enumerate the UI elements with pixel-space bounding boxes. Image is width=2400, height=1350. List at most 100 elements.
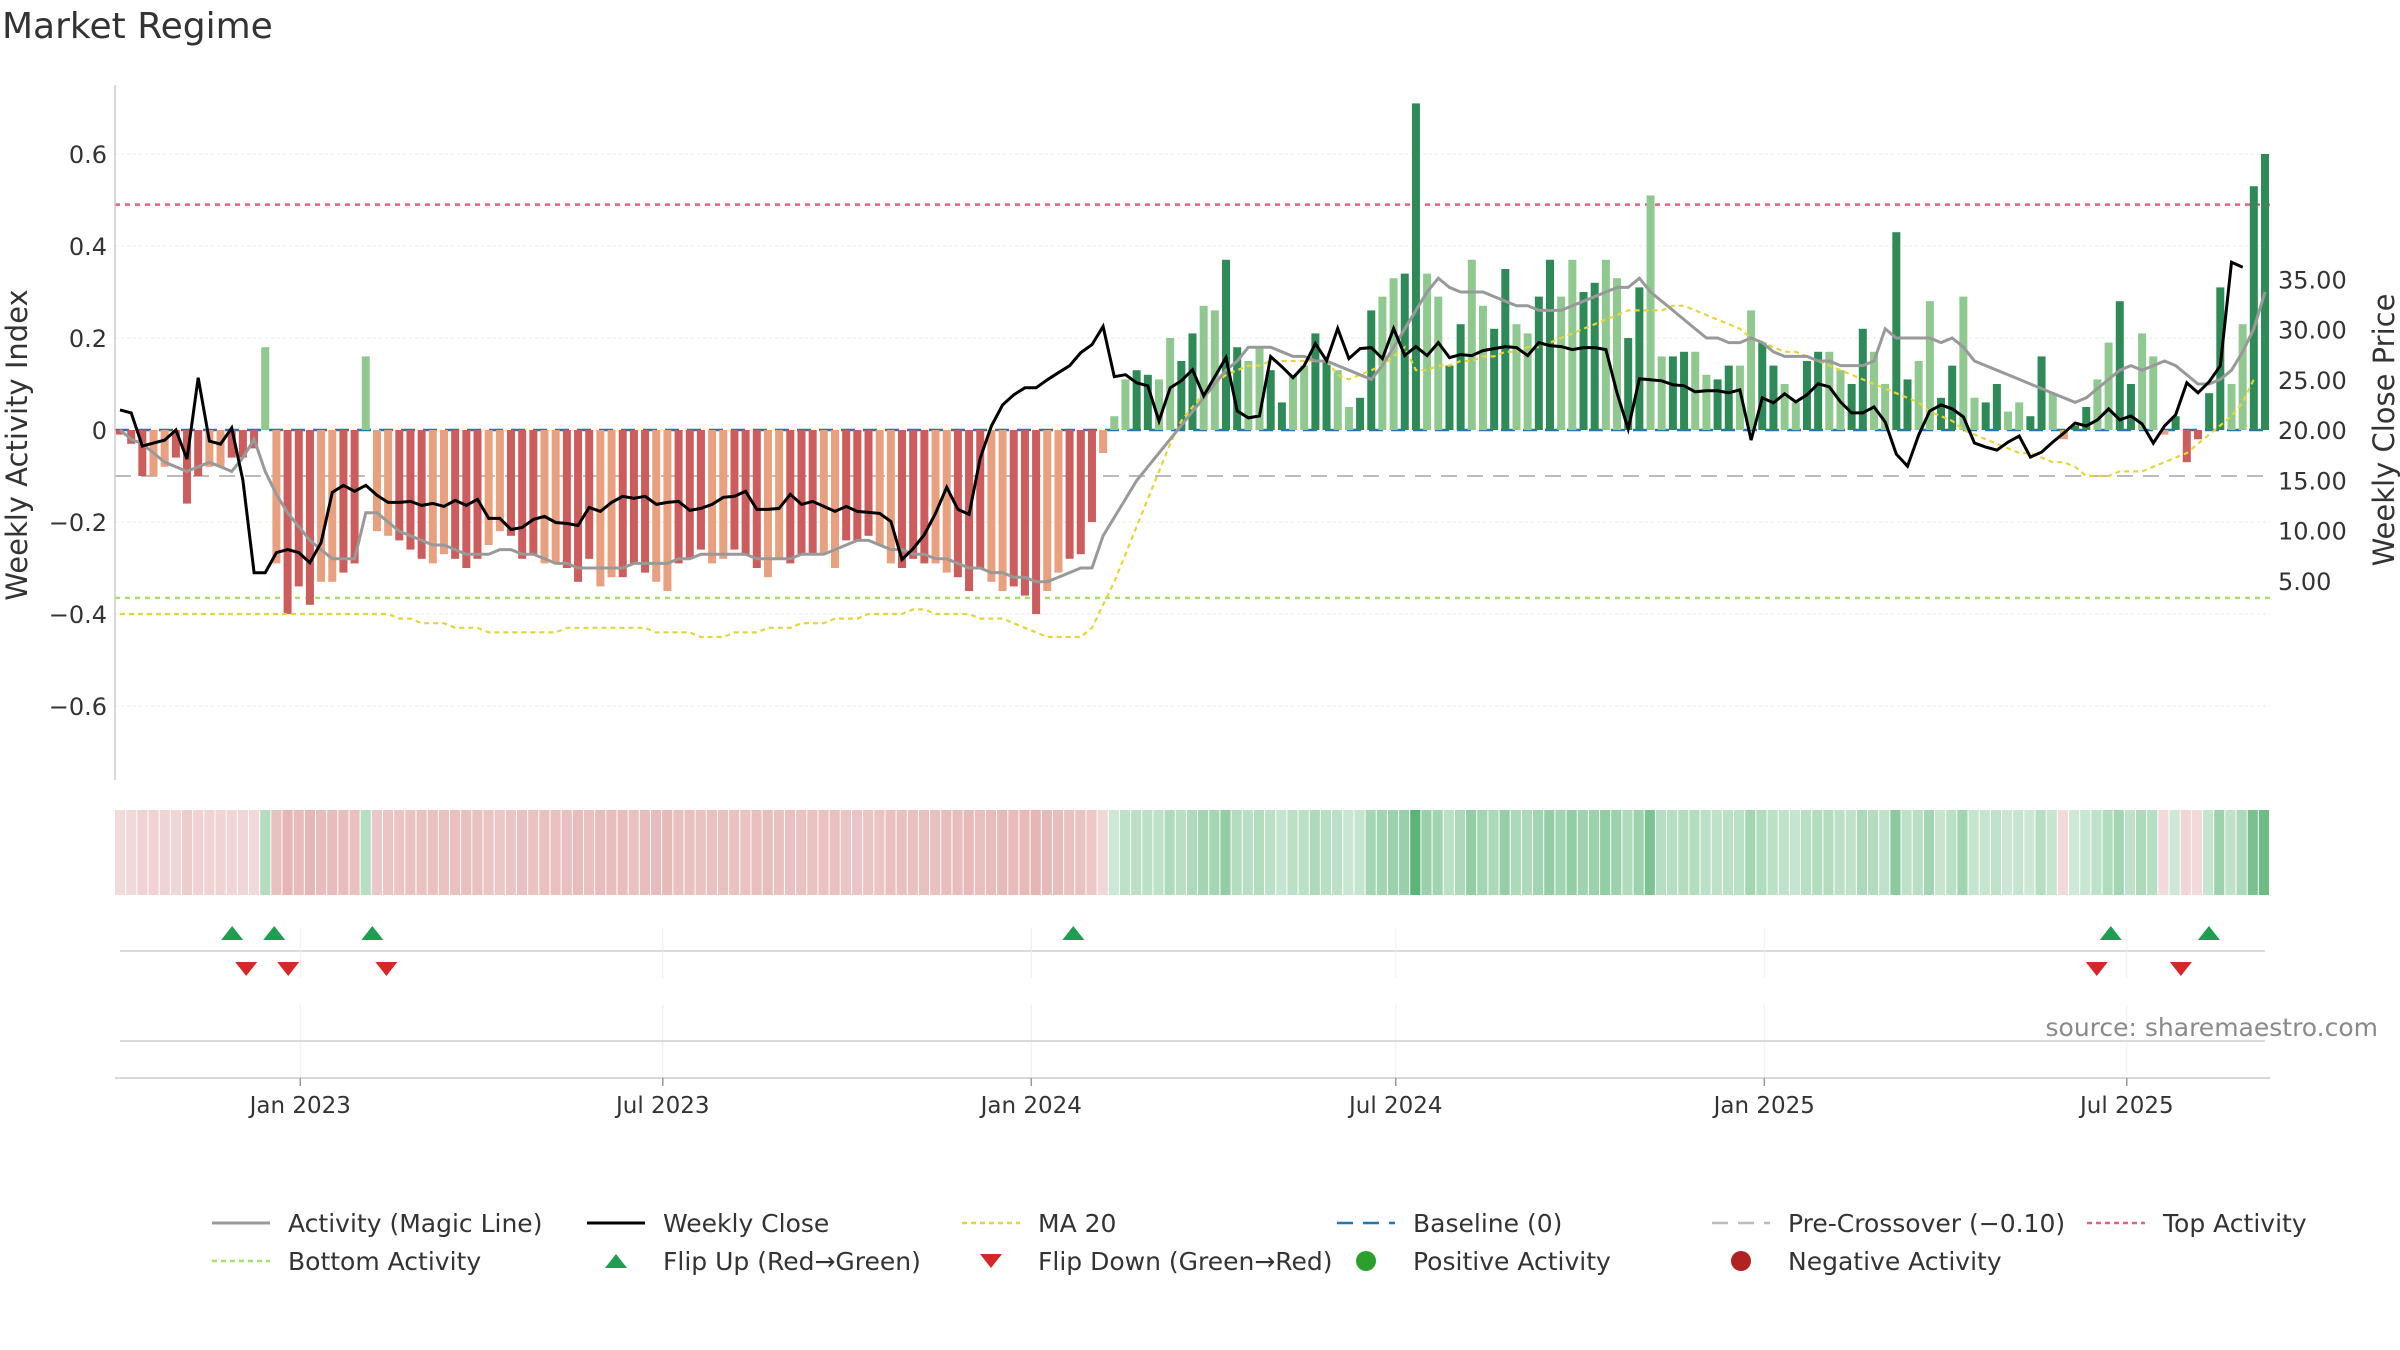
activity-bar (2015, 402, 2024, 430)
regime-cell (2180, 810, 2191, 895)
regime-cell (1577, 810, 1588, 895)
y2-axis-label: Weekly Close Price (2367, 294, 2400, 567)
legend-item: Pre-Crossover (−0.10) (1710, 1205, 2065, 1241)
activity-bar (1892, 232, 1901, 430)
series-lines (119, 259, 2267, 639)
activity-bar (1981, 402, 1990, 430)
activity-bar (618, 430, 627, 578)
regime-cell (1588, 810, 1600, 895)
activity-bar (227, 430, 236, 458)
regime-cell (170, 810, 181, 895)
regime-cell (1466, 810, 1477, 895)
activity-bar (551, 430, 560, 564)
activity-bar (2193, 430, 2202, 440)
flip-down-marker (2085, 962, 2108, 976)
activity-bar (138, 430, 147, 476)
y-tick-label: 0.2 (69, 325, 107, 353)
activity-bar (1825, 351, 1834, 430)
regime-cell (829, 810, 840, 895)
flip-up-marker (1062, 926, 1085, 940)
activity-bar (428, 430, 437, 564)
regime-cell (1767, 810, 1778, 895)
regime-cell (1376, 810, 1387, 895)
legend: Activity (Magic Line) Weekly Close MA 20 Ba… (210, 1205, 2360, 1285)
activity-bar (1277, 402, 1286, 430)
activity-bar (1054, 430, 1063, 573)
regime-cell (1644, 810, 1655, 895)
activity-bar (2126, 384, 2135, 430)
activity-bar (1322, 361, 1331, 430)
activity-bar (1780, 384, 1789, 430)
regime-cell (137, 810, 148, 895)
activity-bar (1311, 333, 1320, 430)
regime-cell (2236, 810, 2247, 895)
regime-cell (1856, 810, 1868, 895)
activity-bar (708, 430, 717, 564)
regime-cell (449, 810, 461, 895)
activity-bar (1713, 379, 1722, 430)
regime-cell (327, 810, 338, 895)
regime-cell (918, 810, 930, 895)
activity-bar (1769, 365, 1778, 430)
activity-bar (2160, 430, 2169, 435)
regime-cell (1521, 810, 1533, 895)
regime-cell (2124, 810, 2136, 895)
regime-cell (1533, 810, 1544, 895)
source-credit: source: sharemaestro.com (2045, 1013, 2379, 1042)
regime-cell (717, 810, 729, 895)
activity-bar (1121, 379, 1130, 430)
x-tick-label: Jan 2025 (1712, 1093, 1815, 1119)
regime-cell (2113, 810, 2124, 895)
activity-bar (2205, 393, 2214, 430)
y-tick-label: −0.2 (49, 509, 107, 537)
regime-cell (695, 810, 706, 895)
regime-cell (271, 810, 282, 895)
activity-bar (361, 356, 370, 430)
regime-cell (126, 810, 137, 895)
regime-cell (1432, 810, 1443, 895)
regime-cell (1946, 810, 1957, 895)
activity-bar (1266, 370, 1275, 430)
magic-line (119, 276, 2267, 584)
activity-bar (1948, 365, 1957, 430)
regime-cell (583, 810, 595, 895)
regime-cell (427, 810, 438, 895)
regime-cell (963, 810, 974, 895)
regime-cell (1030, 810, 1041, 895)
legend-swatch (1710, 1246, 1772, 1276)
regime-cell (1332, 810, 1343, 895)
regime-cell (1309, 810, 1320, 895)
activity-bar (1735, 365, 1744, 430)
regime-cell (349, 810, 360, 895)
regime-cell (360, 810, 371, 895)
regime-cell (740, 810, 751, 895)
activity-bar (261, 347, 270, 430)
activity-bar (1747, 310, 1756, 430)
regime-cell (405, 810, 416, 895)
regime-cell (2147, 810, 2158, 895)
activity-bar (830, 430, 840, 568)
activity-bar (1456, 324, 1465, 430)
regime-cell (1734, 810, 1745, 895)
activity-bar (1132, 370, 1141, 430)
activity-bar (585, 430, 594, 559)
regime-cell (215, 810, 226, 895)
activity-bar (696, 430, 705, 550)
y2-tick-label: 5.00 (2278, 568, 2331, 596)
activity-bar (1333, 370, 1342, 430)
regime-cell (595, 810, 606, 895)
activity-bar (1791, 402, 1800, 430)
activity-bar (663, 430, 672, 591)
regime-cell (1454, 810, 1466, 895)
activity-bar (1881, 384, 1890, 430)
regime-cell (1052, 810, 1064, 895)
activity-bar (1668, 356, 1677, 430)
regime-cell (2225, 810, 2236, 895)
y2-tick-label: 30.00 (2278, 317, 2347, 345)
regime-cell (1108, 810, 1119, 895)
legend-label: MA 20 (1038, 1208, 1117, 1238)
regime-cell (930, 810, 941, 895)
regime-cell (1287, 810, 1298, 895)
regime-cell (315, 810, 327, 895)
regime-cell (1499, 810, 1510, 895)
